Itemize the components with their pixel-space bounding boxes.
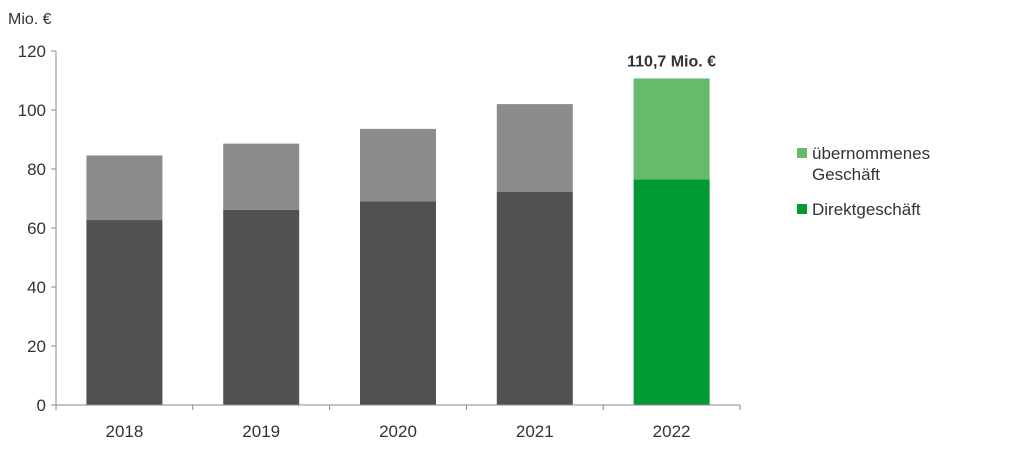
data-labels: 110,7 Mio. € [627, 53, 716, 70]
y-tick-label: 100 [18, 101, 46, 120]
bar-direct-2021 [496, 192, 573, 405]
legend-item-direct: Direktgeschäft [797, 199, 962, 220]
bar-acquired-2019 [223, 143, 300, 210]
x-tick-label: 2018 [105, 422, 143, 441]
y-tick-label: 20 [27, 337, 46, 356]
y-unit-label: Mio. € [8, 11, 52, 28]
x-axis: 2018 2019 2020 2021 2022 [55, 404, 741, 441]
bar-direct-2019 [223, 209, 300, 405]
y-tick-label: 120 [18, 42, 46, 61]
legend: übernommenes Geschäft Direktgeschäft [797, 143, 962, 234]
legend-item-acquired: übernommenes Geschäft [797, 143, 962, 185]
bar-direct-2020 [360, 201, 436, 405]
y-tick-label: 60 [27, 219, 46, 238]
legend-label-direct: Direktgeschäft [812, 200, 921, 219]
y-axis: 0 20 40 60 80 100 120 [18, 42, 57, 415]
legend-swatch-direct [797, 204, 807, 214]
total-data-label: 110,7 Mio. € [627, 53, 716, 70]
bar-acquired-2018 [86, 155, 163, 221]
legend-swatch-acquired [797, 148, 807, 158]
y-tick-label: 40 [27, 278, 46, 297]
x-tick-label: 2019 [242, 422, 280, 441]
x-tick-label: 2020 [379, 422, 417, 441]
legend-label-acquired: übernommenes Geschäft [812, 144, 931, 184]
bar-acquired-2020 [360, 128, 436, 202]
y-tick-label: 0 [37, 396, 46, 415]
x-tick-label: 2021 [516, 422, 554, 441]
bar-direct-2022 [633, 179, 710, 405]
x-tick-label: 2022 [653, 422, 691, 441]
bar-acquired-2022 [633, 78, 710, 180]
bar-direct-2018 [86, 220, 163, 405]
y-tick-label: 80 [27, 160, 46, 179]
bar-acquired-2021 [496, 104, 573, 193]
bars-group [86, 78, 710, 405]
